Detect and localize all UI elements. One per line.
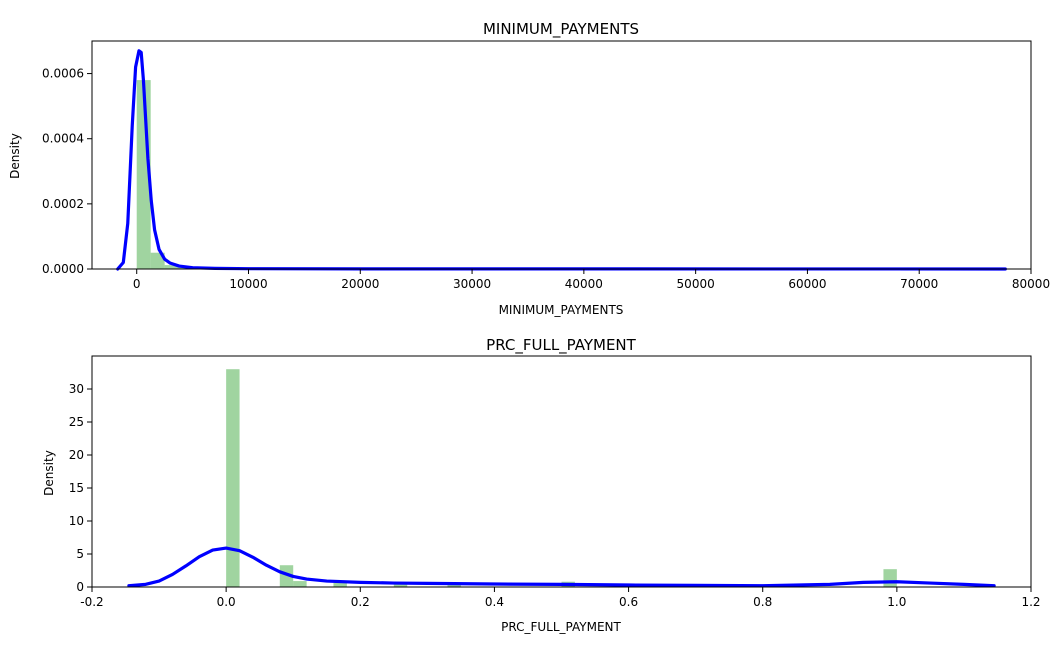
histogram-bar [279, 565, 294, 587]
x-tick-label: 0.6 [619, 595, 638, 609]
y-axis-ticks: 0 5 10 15 20 25 30 [69, 382, 92, 594]
histogram-bar [393, 583, 408, 587]
y-tick-label: 30 [69, 382, 84, 396]
y-axis-label: Density [8, 133, 22, 179]
x-tick-label: -0.2 [80, 595, 103, 609]
x-tick-label: 0.4 [485, 595, 504, 609]
x-tick-label: 0 [133, 277, 141, 291]
histogram-bar [150, 252, 165, 269]
y-tick-label: 25 [69, 415, 84, 429]
x-tick-label: 40000 [565, 277, 603, 291]
y-tick-label: 20 [69, 448, 84, 462]
kde-line [127, 546, 996, 588]
x-tick-label: 0.8 [753, 595, 772, 609]
plot-frame [91, 40, 1032, 270]
x-tick-label: 0.2 [351, 595, 370, 609]
kde-line [116, 49, 1007, 271]
histogram-bar [164, 265, 179, 269]
y-axis-label: Density [42, 450, 56, 496]
x-tick-label: 1.0 [887, 595, 906, 609]
histogram-bar [883, 569, 897, 587]
x-tick-label: 30000 [453, 277, 491, 291]
x-axis-label: MINIMUM_PAYMENTS [499, 303, 624, 317]
x-tick-label: 80000 [1012, 277, 1050, 291]
panel-minimum-payments: MINIMUM_PAYMENTS MINIMUM_PAYMENTS Densit… [8, 20, 1050, 317]
histogram-bars [226, 369, 897, 587]
x-axis-label: PRC_FULL_PAYMENT [501, 620, 621, 634]
x-axis-ticks: -0.2 0.0 0.2 0.4 0.6 0.8 1.0 1.2 [80, 587, 1041, 609]
y-tick-label: 0.0004 [42, 132, 84, 146]
histogram-bar [293, 581, 307, 587]
x-tick-label: 20000 [341, 277, 379, 291]
kde-curve [116, 49, 1007, 271]
y-tick-label: 0 [76, 580, 84, 594]
x-tick-label: 50000 [677, 277, 715, 291]
x-tick-label: 70000 [900, 277, 938, 291]
panel-prc-full-payment: PRC_FULL_PAYMENT PRC_FULL_PAYMENT Densit… [42, 336, 1041, 634]
y-tick-label: 0.0006 [42, 67, 84, 81]
y-tick-label: 0.0002 [42, 197, 84, 211]
kde-curve [127, 546, 996, 588]
x-tick-label: 60000 [788, 277, 826, 291]
y-tick-label: 15 [69, 481, 84, 495]
x-axis-ticks: 0 10000 20000 30000 40000 50000 60000 70000 8000… [133, 269, 1050, 291]
y-axis-ticks: 0.0000 0.0002 0.0004 0.0006 [42, 67, 92, 276]
y-tick-label: 0.0000 [42, 262, 84, 276]
x-tick-label: 1.2 [1021, 595, 1040, 609]
histogram-bar [226, 369, 240, 587]
x-tick-label: 0.0 [217, 595, 236, 609]
chart-title: PRC_FULL_PAYMENT [486, 336, 637, 355]
y-tick-label: 5 [76, 547, 84, 561]
plot-frame [91, 355, 1032, 588]
chart-title: MINIMUM_PAYMENTS [483, 20, 639, 39]
x-tick-label: 10000 [229, 277, 267, 291]
y-tick-label: 10 [69, 514, 84, 528]
histogram-bar [333, 583, 347, 587]
